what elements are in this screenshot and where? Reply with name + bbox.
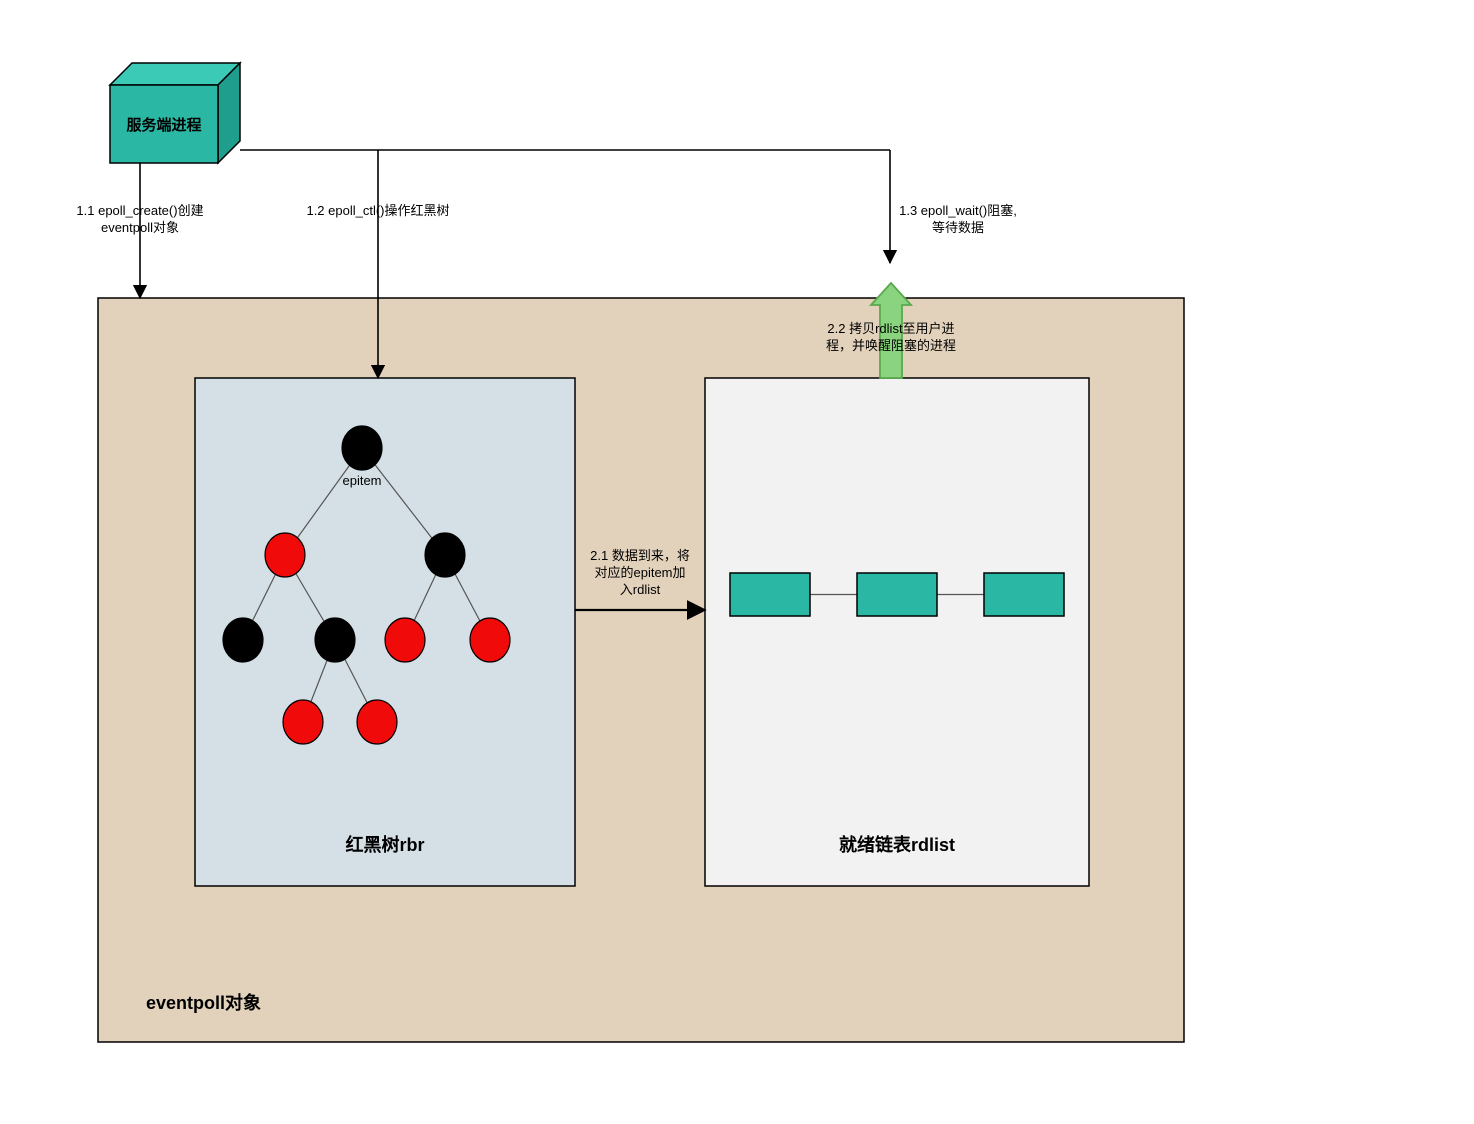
list-box-2	[984, 573, 1064, 616]
tree-node-r1r	[470, 618, 510, 662]
tree-node-l1r_l	[283, 700, 323, 744]
tree-node-l1r	[315, 618, 355, 662]
eventpoll-label: eventpoll对象	[146, 992, 261, 1013]
rdlist-title: 就绪链表rdlist	[839, 834, 955, 855]
rbtree-title: 红黑树rbr	[345, 834, 424, 855]
rbtree-panel: epitem 红黑树rbr	[195, 378, 575, 886]
label-2-1c: 入rdlist	[620, 582, 661, 597]
label-2-1a: 2.1 数据到来，将	[590, 548, 690, 563]
server-process-cube: 服务端进程	[110, 63, 240, 163]
label-2-2a: 2.2 拷贝rdlist至用户进	[827, 321, 954, 336]
list-box-0	[730, 573, 810, 616]
label-1-3a: 1.3 epoll_wait()阻塞,	[899, 203, 1017, 218]
label-1-2: 1.2 epoll_ctl()操作红黑树	[306, 203, 449, 218]
tree-node-l1	[265, 533, 305, 577]
label-2-1b: 对应的epitem加	[594, 565, 685, 580]
rdlist-panel: 就绪链表rdlist	[705, 378, 1089, 886]
tree-node-l1l	[223, 618, 263, 662]
tree-node-r1l	[385, 618, 425, 662]
label-1-1b: eventpoll对象	[101, 220, 179, 235]
tree-node-r1	[425, 533, 465, 577]
label-1-3b: 等待数据	[932, 220, 984, 235]
tree-node-root	[342, 426, 382, 470]
epitem-label: epitem	[342, 473, 381, 488]
tree-node-l1r_r	[357, 700, 397, 744]
list-box-1	[857, 573, 937, 616]
server-process-label: 服务端进程	[126, 116, 201, 134]
label-2-2b: 程，并唤醒阻塞的进程	[826, 338, 956, 353]
label-1-1a: 1.1 epoll_create()创建	[76, 203, 203, 218]
